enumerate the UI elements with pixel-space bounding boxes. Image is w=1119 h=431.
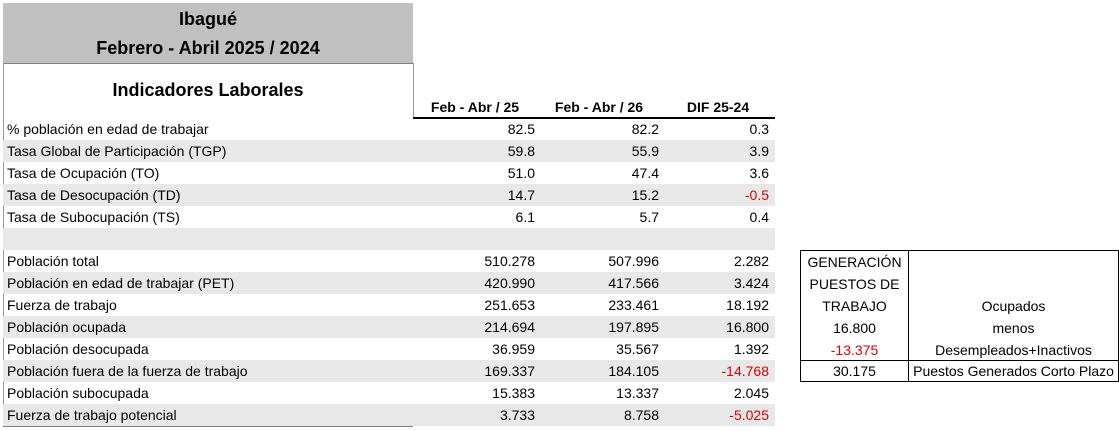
- row-label: Fuerza de trabajo: [7, 297, 117, 313]
- job-generation-title-line3: TRABAJO: [822, 298, 887, 314]
- value-2026: 47.4: [631, 165, 659, 181]
- value-2026: 82.2: [631, 121, 659, 137]
- column-header-feb-abr-26: Feb - Abr / 26: [554, 99, 644, 115]
- row-label: Fuerza de trabajo potencial: [7, 407, 177, 423]
- row-label: Tasa de Ocupación (TO): [7, 165, 160, 181]
- value-2025: 3.733: [499, 407, 535, 423]
- column-header-dif: DIF 25-24: [686, 99, 750, 115]
- period-title: Febrero - Abril 2025 / 2024: [96, 38, 320, 58]
- value-2025: 36.959: [492, 341, 535, 357]
- desempleados-inactivos-label: Desempleados+Inactivos: [935, 342, 1092, 358]
- value-dif: 16.800: [726, 319, 769, 335]
- table-row: Fuerza de trabajo 251.653 233.461 18.192: [3, 294, 775, 316]
- value-dif: -5.025: [729, 407, 769, 423]
- value-2025: 51.0: [507, 165, 535, 181]
- value-2026: 5.7: [639, 209, 659, 225]
- value-dif: 1.392: [733, 341, 769, 357]
- value-2026: 417.566: [608, 275, 659, 291]
- total-jobs-value: 30.175: [833, 363, 876, 379]
- value-2025: 169.337: [484, 363, 535, 379]
- menos-label: menos: [992, 320, 1035, 336]
- value-2025: 510.278: [484, 253, 535, 269]
- value-dif: -14.768: [721, 363, 769, 379]
- value-2026: 35.567: [616, 341, 659, 357]
- blank-row: [3, 228, 775, 250]
- value-2026: 55.9: [631, 143, 659, 159]
- row-label: Población ocupada: [7, 319, 127, 335]
- header-underline: [413, 117, 775, 119]
- table-bottom-border: [3, 426, 413, 427]
- value-2025: 82.5: [507, 121, 535, 137]
- table-row: Población ocupada 214.694 197.895 16.800: [3, 316, 775, 338]
- value-2026: 184.105: [608, 363, 659, 379]
- job-generation-title-line1: GENERACIÓN: [807, 254, 902, 270]
- row-label: Población total: [7, 253, 99, 269]
- ocupados-value: 16.800: [833, 320, 876, 336]
- value-dif: 0.3: [749, 121, 769, 137]
- row-label: Población fuera de la fuerza de trabajo: [7, 363, 248, 379]
- inactivos-value: -13.375: [830, 342, 879, 358]
- table-row: Tasa de Subocupación (TS) 6.1 5.7 0.4: [3, 206, 775, 228]
- city-title: Ibagué: [178, 9, 237, 29]
- ocupados-label: Ocupados: [981, 298, 1046, 314]
- value-2025: 15.383: [492, 385, 535, 401]
- job-generation-divider: [908, 251, 909, 381]
- value-2025: 14.7: [507, 187, 535, 203]
- value-2025: 6.1: [515, 209, 535, 225]
- table-row: Tasa de Desocupación (TD) 14.7 15.2 -0.5: [3, 184, 775, 206]
- value-dif: 0.4: [749, 209, 769, 225]
- value-2025: 420.990: [484, 275, 535, 291]
- value-dif: 3.424: [733, 275, 769, 291]
- job-generation-title-line2: PUESTOS DE: [809, 276, 900, 292]
- row-label: Tasa Global de Participación (TGP): [7, 143, 227, 159]
- column-header-feb-abr-25: Feb - Abr / 25: [430, 99, 520, 115]
- table-row: Tasa Global de Participación (TGP) 59.8 55…: [3, 140, 775, 162]
- table-row: % población en edad de trabajar 82.5 82.2 0…: [3, 118, 775, 140]
- value-dif: 2.045: [733, 385, 769, 401]
- table-row: Población desocupada 36.959 35.567 1.392: [3, 338, 775, 360]
- value-2026: 507.996: [608, 253, 659, 269]
- section-title-text: Indicadores Laborales: [112, 80, 304, 100]
- table-row: Población subocupada 15.383 13.337 2.045: [3, 382, 775, 404]
- total-separator: [801, 360, 1118, 361]
- value-dif: 2.282: [733, 253, 769, 269]
- row-label: Tasa de Subocupación (TS): [7, 209, 180, 225]
- table-row: Tasa de Ocupación (TO) 51.0 47.4 3.6: [3, 162, 775, 184]
- row-label: Población en edad de trabajar (PET): [7, 275, 235, 291]
- total-jobs-label: Puestos Generados Corto Plazo: [913, 363, 1114, 379]
- value-2025: 214.694: [484, 319, 535, 335]
- title-right-border: [413, 63, 414, 119]
- section-title: Indicadores Laborales: [3, 64, 413, 118]
- value-2026: 13.337: [616, 385, 659, 401]
- table-row: Población total 510.278 507.996 2.282: [3, 250, 775, 272]
- report-header: Ibagué Febrero - Abril 2025 / 2024: [3, 3, 413, 64]
- row-label: Población desocupada: [7, 341, 149, 357]
- value-2026: 15.2: [631, 187, 659, 203]
- table-row: Población en edad de trabajar (PET) 420.9…: [3, 272, 775, 294]
- table-row: Fuerza de trabajo potencial 3.733 8.758 -5.…: [3, 404, 775, 426]
- value-dif: 18.192: [726, 297, 769, 313]
- value-dif: 3.6: [749, 165, 769, 181]
- row-label: Población subocupada: [7, 385, 149, 401]
- value-2026: 233.461: [608, 297, 659, 313]
- job-generation-box: GENERACIÓN PUESTOS DE TRABAJO Ocupados 1…: [800, 250, 1119, 382]
- value-2025: 251.653: [484, 297, 535, 313]
- value-dif: -0.5: [744, 187, 769, 203]
- value-dif: 3.9: [749, 143, 769, 159]
- value-2026: 197.895: [608, 319, 659, 335]
- row-label: Tasa de Desocupación (TD): [7, 187, 181, 203]
- row-label: % población en edad de trabajar: [7, 121, 209, 137]
- value-2025: 59.8: [507, 143, 535, 159]
- value-2026: 8.758: [623, 407, 659, 423]
- table-row: Población fuera de la fuerza de trabajo 1…: [3, 360, 775, 382]
